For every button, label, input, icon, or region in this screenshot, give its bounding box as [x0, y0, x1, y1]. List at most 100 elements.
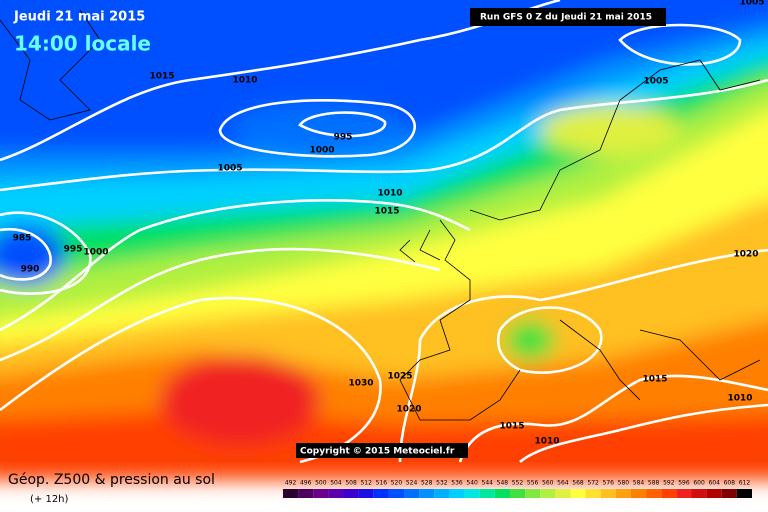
scale-cell: [313, 489, 329, 498]
scale-label: 540: [466, 480, 478, 487]
isobar-label: 1005: [643, 77, 668, 87]
scale-label: 500: [315, 480, 327, 487]
scale-cell: [494, 489, 510, 498]
scale-cell: [479, 489, 495, 498]
scale-cell: [555, 489, 571, 498]
scale-cell: [449, 489, 465, 498]
scale-label: 496: [300, 480, 312, 487]
isobars: [0, 0, 768, 464]
scale-cell: [691, 489, 707, 498]
scale-cell: [464, 489, 480, 498]
isobar-label: 1025: [387, 372, 412, 382]
scale-label: 512: [360, 480, 372, 487]
scale-cell: [676, 489, 692, 498]
copyright-box: [296, 443, 468, 458]
isobar-label: 995: [64, 245, 83, 255]
scale-cell: [646, 489, 662, 498]
scale-label: 608: [724, 480, 736, 487]
scale-cell: [328, 489, 344, 498]
scale-cell: [509, 489, 526, 498]
scale-cell: [721, 489, 737, 498]
color-scale: 492 496 500 504 508 512 516 520 524 528 532 536 540 5…: [283, 480, 752, 498]
scale-label: 568: [572, 480, 584, 487]
field-blob: [505, 320, 555, 360]
isobar-label: 1010: [534, 437, 559, 447]
isobar-label: 1020: [733, 250, 758, 260]
scale-cell: [388, 489, 405, 498]
scale-label: 604: [708, 480, 720, 487]
scale-cell: [419, 489, 435, 498]
isobar-label: 995: [334, 133, 353, 143]
isobar-label: 1015: [374, 207, 399, 217]
isobar-label: 990: [21, 265, 40, 275]
isobar-label: 985: [13, 234, 32, 244]
scale-label: 588: [648, 480, 660, 487]
scale-cell: [600, 489, 616, 498]
scale-cell: [630, 489, 647, 498]
scale-label: 544: [482, 480, 494, 487]
field-blob: [230, 103, 410, 153]
scale-cell: [706, 489, 722, 498]
scale-label: 492: [285, 480, 297, 487]
isobar-label: 1020: [396, 405, 421, 415]
scale-label: 528: [421, 480, 433, 487]
legend-title: Géop. Z500 & pression au sol: [8, 472, 215, 488]
scale-label: 584: [633, 480, 645, 487]
scale-cell: [358, 489, 374, 498]
isobar-label: 1005: [739, 0, 764, 8]
coastlines: [0, 9, 761, 421]
scale-label: 612: [739, 480, 751, 487]
isobar-label: 1015: [642, 375, 667, 385]
scale-cell: [736, 489, 752, 498]
run-text: Run GFS 0 Z du Jeudi 21 mai 2015: [480, 13, 652, 23]
scale-label: 576: [603, 480, 615, 487]
scale-cell: [661, 489, 677, 498]
scale-cell: [373, 489, 389, 498]
scale-label: 592: [663, 480, 675, 487]
scale-cell: [404, 489, 420, 498]
scale-cell: [540, 489, 556, 498]
scale-label: 552: [512, 480, 524, 487]
scale-label: 516: [376, 480, 388, 487]
scale-cell: [615, 489, 631, 498]
scale-cell: [570, 489, 586, 498]
scale-label: 580: [618, 480, 630, 487]
scale-cell: [343, 489, 359, 498]
legend-subtitle: (+ 12h): [30, 494, 69, 505]
isobar-label: 1000: [309, 146, 334, 156]
scale-cell: [434, 489, 450, 498]
field-blob: [540, 105, 680, 155]
scale-cell: [283, 489, 299, 498]
field-bands: [0, 20, 768, 480]
field-blob: [160, 355, 320, 445]
field-blob: [0, 225, 65, 285]
scale-label: 556: [527, 480, 539, 487]
isobar-label: 1010: [377, 189, 402, 199]
scale-cell: [298, 489, 314, 498]
copyright: Copyright © 2015 Meteociel.fr: [300, 447, 455, 457]
scale-label: 532: [436, 480, 448, 487]
isobar-label: 1015: [499, 422, 524, 432]
date: Jeudi 21 mai 2015: [13, 10, 145, 25]
scale-label: 572: [587, 480, 599, 487]
scale-label: 520: [391, 480, 403, 487]
scale-cell: [585, 489, 601, 498]
scale-label: 548: [497, 480, 509, 487]
scale-label: 524: [406, 480, 418, 487]
scale-label: 564: [557, 480, 569, 487]
isobar-label: 1015: [149, 72, 174, 82]
scale-label: 600: [693, 480, 705, 487]
isobar-label: 1030: [348, 379, 373, 389]
isobar-label: 1005: [217, 164, 242, 174]
scale-cell: [525, 489, 541, 498]
time: 14:00 locale: [14, 32, 151, 56]
scale-label: 504: [330, 480, 342, 487]
isobar-label: 1000: [83, 248, 108, 258]
scale-label: 560: [542, 480, 554, 487]
isobar-label: 1010: [727, 394, 752, 404]
scale-label: 536: [451, 480, 463, 487]
isobar-label: 1010: [232, 76, 257, 86]
